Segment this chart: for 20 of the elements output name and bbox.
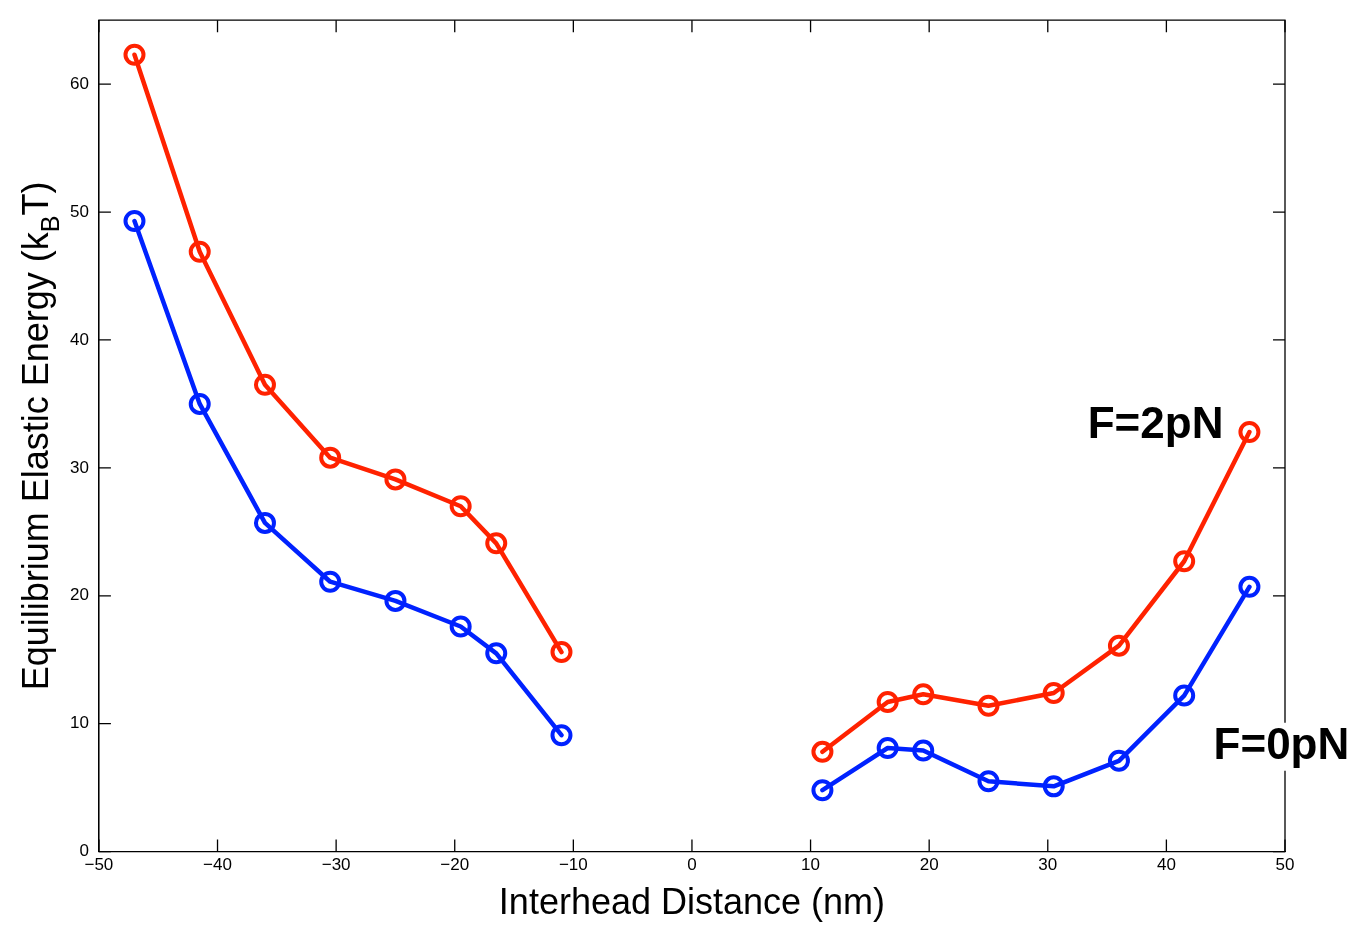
x-tick-label: 30 [1038,855,1058,875]
x-tick-label: 50 [1275,855,1295,875]
x-axis-title: Interhead Distance (nm) [498,880,886,922]
y-tick-label: 40 [69,329,89,349]
x-tick-label: −40 [203,855,232,875]
x-tick-label: 0 [687,855,697,875]
x-tick-label: 40 [1156,855,1176,875]
x-tick-label: −30 [321,855,351,875]
x-tick-label: 10 [801,855,821,875]
series-label: F=2pN [1087,398,1224,448]
y-tick-label: 20 [69,585,89,605]
series-label: F=0pN [1213,718,1350,768]
x-tick-label: −10 [558,855,588,875]
y-tick-label: 10 [69,713,89,733]
y-tick-label: 50 [69,201,89,221]
x-tick-label: 20 [919,855,939,875]
x-tick-label: −20 [440,855,470,875]
y-axis-title: Equilibrium Elastic Energy (kBT) [15,181,64,691]
y-tick-label: 30 [69,457,89,477]
y-tick-label: 60 [69,73,89,93]
